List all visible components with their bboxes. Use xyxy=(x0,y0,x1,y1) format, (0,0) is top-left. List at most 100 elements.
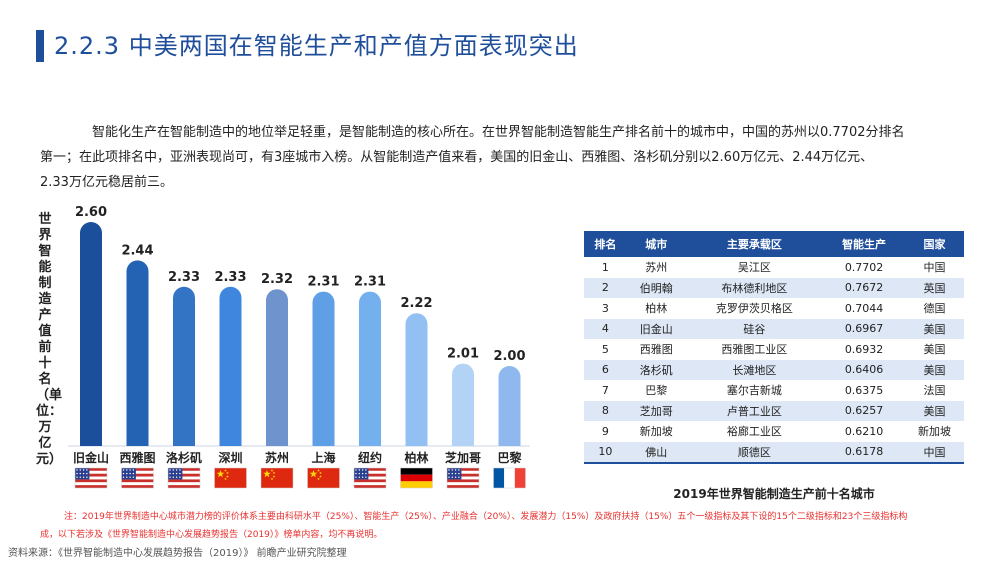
flag-us-icon xyxy=(353,467,387,489)
table-cell: 2 xyxy=(584,277,627,298)
bar-value-label-0: 2.60 xyxy=(75,205,107,220)
table-cell: 塞尔吉新城 xyxy=(685,380,824,401)
flag-cn-icon xyxy=(260,467,294,489)
table-cell: 长滩地区 xyxy=(685,359,824,380)
table-cell: 吴江区 xyxy=(685,257,824,278)
table-row: 6 洛杉矶 长滩地区 0.6406 美国 xyxy=(584,359,964,380)
source-note: 资料来源：《世界智能制造中心发展趋势报告（2019）》 前瞻产业研究院整理 xyxy=(8,548,347,559)
bar-0 xyxy=(80,222,102,446)
table-cell: 0.6967 xyxy=(823,318,906,339)
table-row: 9 新加坡 裕廊工业区 0.6210 新加坡 xyxy=(584,421,964,442)
table-cell: 布林德利地区 xyxy=(685,277,824,298)
bar-7 xyxy=(405,313,428,446)
intro-line-3: 2.33万亿元稳居前三。 xyxy=(40,175,173,190)
category-label-9: 巴黎 xyxy=(497,450,521,465)
category-label-4: 苏州 xyxy=(265,450,289,465)
table-cell: 巴黎 xyxy=(626,380,686,401)
table-header-cell: 城市 xyxy=(626,231,686,257)
flag-us-icon xyxy=(446,467,480,489)
table-cell: 3 xyxy=(584,298,627,319)
table-row: 8 芝加哥 卢普工业区 0.6257 美国 xyxy=(584,400,964,421)
table-cell: 0.6257 xyxy=(823,400,906,421)
table-cell: 西雅图 xyxy=(626,339,686,360)
footnote-line-2: 成，以下若涉及《世界智能制造中心发展趋势报告（2019）》榜单内容，均不再说明。 xyxy=(40,530,383,540)
category-label-0: 旧金山 xyxy=(73,450,109,465)
flag-us-icon xyxy=(121,467,154,489)
bar-value-label-3: 2.33 xyxy=(214,270,246,285)
bar-value-label-9: 2.00 xyxy=(493,349,525,364)
footnote-line-1: 注：2019年世界制造中心城市潜力榜的评价体系主要由科研水平（25%）、智能生产… xyxy=(64,512,908,522)
table-cell: 新加坡 xyxy=(905,421,964,442)
footnote: 注：2019年世界制造中心城市潜力榜的评价体系主要由科研水平（25%）、智能生产… xyxy=(40,508,940,544)
table-cell: 美国 xyxy=(905,359,964,380)
bar-value-label-2: 2.33 xyxy=(168,270,200,285)
table-cell: 法国 xyxy=(905,380,964,401)
bar-5 xyxy=(312,291,335,446)
table-cell: 0.6406 xyxy=(823,359,906,380)
table-row: 2 伯明翰 布林德利地区 0.7672 英国 xyxy=(584,277,964,298)
flag-cn-icon xyxy=(307,467,340,489)
table-cell: 7 xyxy=(584,380,627,401)
intro-paragraph: 智能化生产在智能制造中的地位举足轻重，是智能制造的核心所在。在世界智能制造智能生… xyxy=(40,120,975,195)
bar-value-label-1: 2.44 xyxy=(121,243,153,258)
category-label-3: 深圳 xyxy=(218,450,242,465)
bar-4 xyxy=(266,289,288,446)
table-cell: 0.7044 xyxy=(823,298,906,319)
table-cell: 苏州 xyxy=(626,257,686,278)
table-cell: 卢普工业区 xyxy=(685,400,824,421)
bar-value-label-6: 2.31 xyxy=(354,275,386,290)
table-cell: 佛山 xyxy=(626,441,686,462)
table-row: 3 柏林 克罗伊茨贝格区 0.7044 德国 xyxy=(584,298,964,319)
intro-line-2: 第一；在此项排名中，亚洲表现尚可，有3座城市入榜。从智能制造产值来看，美国的旧金… xyxy=(40,150,874,165)
table-cell: 0.7702 xyxy=(823,257,906,278)
bar-value-label-4: 2.32 xyxy=(261,272,293,287)
ranking-table: 排名 城市 主要承载区 智能生产 国家 1 苏州 吴江区 0.7702 中国 2 伯明翰 布林德利地区… xyxy=(584,231,964,464)
table-cell: 芝加哥 xyxy=(626,400,686,421)
table-cell: 硅谷 xyxy=(685,318,824,339)
table-cell: 0.6375 xyxy=(823,380,906,401)
table-cell: 中国 xyxy=(905,441,964,462)
table-cell: 0.6932 xyxy=(823,339,906,360)
category-label-8: 芝加哥 xyxy=(445,450,481,465)
table-cell: 顺德区 xyxy=(685,441,824,462)
category-label-7: 柏林 xyxy=(404,450,428,465)
table-row: 5 西雅图 西雅图工业区 0.6932 美国 xyxy=(584,339,964,360)
table-cell: 克罗伊茨贝格区 xyxy=(685,298,824,319)
bar-value-label-8: 2.01 xyxy=(447,347,479,362)
table-header-cell: 国家 xyxy=(905,231,964,257)
bar-2 xyxy=(173,286,195,446)
bar-chart: 2.60 旧金山 2.44 西雅图 2.33 洛杉矶 2.33 深圳 2.32 苏州 2.31 上海 2… xyxy=(68,205,530,489)
table-header-cell: 主要承载区 xyxy=(685,231,824,257)
table-row: 4 旧金山 硅谷 0.6967 美国 xyxy=(584,318,964,339)
table-cell: 0.6210 xyxy=(823,421,906,442)
category-label-1: 西雅图 xyxy=(119,450,155,465)
table-cell: 西雅图工业区 xyxy=(685,339,824,360)
table-cell: 6 xyxy=(584,359,627,380)
bar-9 xyxy=(498,366,521,446)
intro-line-1: 智能化生产在智能制造中的地位举足轻重，是智能制造的核心所在。在世界智能制造智能生… xyxy=(92,125,905,140)
table-cell: 裕廊工业区 xyxy=(685,421,824,442)
flag-cn-icon xyxy=(214,467,247,489)
flag-de-icon xyxy=(400,467,433,489)
table-cell: 0.7672 xyxy=(823,277,906,298)
table-row: 7 巴黎 塞尔吉新城 0.6375 法国 xyxy=(584,380,964,401)
bar-8 xyxy=(452,363,474,446)
table-cell: 旧金山 xyxy=(626,318,686,339)
table-cell: 伯明翰 xyxy=(626,277,686,298)
flag-us-icon xyxy=(74,467,108,489)
table-cell: 洛杉矶 xyxy=(626,359,686,380)
category-label-2: 洛杉矶 xyxy=(166,450,202,465)
flag-fr-icon xyxy=(493,467,526,489)
flag-us-icon xyxy=(167,467,201,489)
table-cell: 德国 xyxy=(905,298,964,319)
table-cell: 0.6178 xyxy=(823,441,906,462)
table-cell: 英国 xyxy=(905,277,964,298)
table-body: 1 苏州 吴江区 0.7702 中国 2 伯明翰 布林德利地区 0.7672 英国 3 柏林 克罗伊茨贝… xyxy=(584,257,964,462)
table-cell: 5 xyxy=(584,339,627,360)
table-header-row: 排名 城市 主要承载区 智能生产 国家 xyxy=(584,231,964,257)
table-cell: 美国 xyxy=(905,318,964,339)
table-row: 1 苏州 吴江区 0.7702 中国 xyxy=(584,257,964,278)
table-header-cell: 排名 xyxy=(584,231,627,257)
table-cell: 柏林 xyxy=(626,298,686,319)
table-header-cell: 智能生产 xyxy=(823,231,906,257)
